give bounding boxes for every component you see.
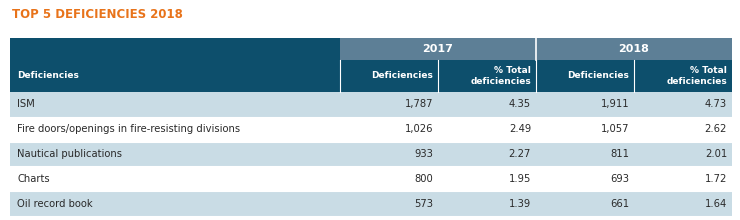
Text: 2.62: 2.62 — [704, 124, 727, 134]
Text: 573: 573 — [414, 199, 433, 209]
Text: 1.64: 1.64 — [704, 199, 727, 209]
Text: 4.73: 4.73 — [705, 99, 727, 109]
Text: 1.72: 1.72 — [704, 174, 727, 184]
Bar — [10, 38, 340, 60]
Bar — [536, 60, 634, 92]
Text: 2.01: 2.01 — [704, 149, 727, 159]
Text: % Total
deficiencies: % Total deficiencies — [470, 66, 531, 86]
Text: 1.95: 1.95 — [508, 174, 531, 184]
Text: 1,057: 1,057 — [600, 124, 629, 134]
Bar — [438, 60, 536, 92]
Text: 2018: 2018 — [619, 44, 650, 54]
Text: Nautical publications: Nautical publications — [17, 149, 122, 159]
Bar — [10, 166, 732, 191]
Text: 2.27: 2.27 — [508, 149, 531, 159]
Text: Deficiencies: Deficiencies — [567, 72, 629, 81]
Text: TOP 5 DEFICIENCIES 2018: TOP 5 DEFICIENCIES 2018 — [12, 8, 183, 21]
Text: 693: 693 — [610, 174, 629, 184]
Text: 1,911: 1,911 — [600, 99, 629, 109]
Text: Deficiencies: Deficiencies — [17, 72, 79, 81]
Text: 661: 661 — [610, 199, 629, 209]
Bar — [10, 191, 732, 216]
Bar — [340, 38, 536, 60]
Text: % Total
deficiencies: % Total deficiencies — [666, 66, 727, 86]
Text: 1,026: 1,026 — [405, 124, 433, 134]
Text: Oil record book: Oil record book — [17, 199, 92, 209]
Bar — [634, 60, 732, 92]
Text: 800: 800 — [414, 174, 433, 184]
Bar — [10, 142, 732, 166]
Text: Fire doors/openings in fire-resisting divisions: Fire doors/openings in fire-resisting di… — [17, 124, 240, 134]
Text: 811: 811 — [610, 149, 629, 159]
Text: 4.35: 4.35 — [509, 99, 531, 109]
Bar — [10, 92, 732, 117]
Bar — [10, 60, 340, 92]
Bar — [10, 117, 732, 142]
Bar — [340, 60, 438, 92]
Text: Charts: Charts — [17, 174, 50, 184]
Text: ISM: ISM — [17, 99, 35, 109]
Text: 1,787: 1,787 — [405, 99, 433, 109]
Text: 2017: 2017 — [423, 44, 454, 54]
Bar — [536, 38, 732, 60]
Text: Deficiencies: Deficiencies — [371, 72, 433, 81]
Text: 2.49: 2.49 — [509, 124, 531, 134]
Text: 1.39: 1.39 — [509, 199, 531, 209]
Text: 933: 933 — [414, 149, 433, 159]
